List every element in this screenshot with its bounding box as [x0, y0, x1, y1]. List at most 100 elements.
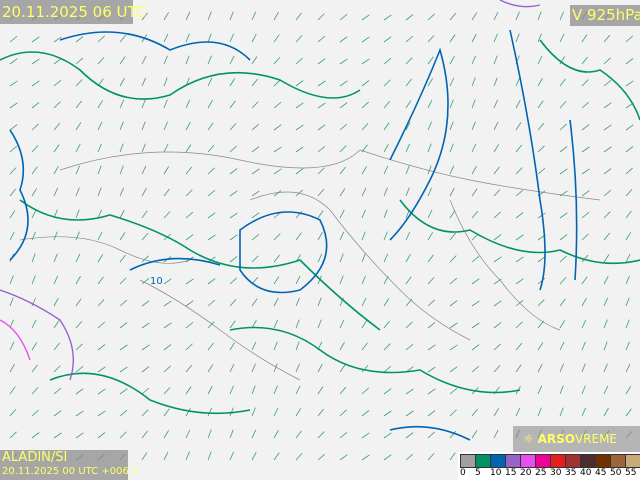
- wind-barb: [97, 100, 103, 109]
- wind-barb: [449, 77, 455, 87]
- wind-barb: [53, 432, 62, 439]
- wind-barb: [141, 143, 146, 153]
- wind-barb: [119, 232, 126, 241]
- wind-barb: [207, 385, 213, 395]
- wind-barb: [251, 319, 257, 329]
- wind-barb: [141, 278, 150, 285]
- wind-barb: [625, 58, 634, 65]
- wind-barb: [53, 342, 61, 351]
- wind-barb: [53, 410, 62, 417]
- wind-barb: [207, 256, 216, 263]
- wind-barb: [141, 344, 150, 351]
- wind-barb: [405, 410, 414, 417]
- wind-barb: [405, 14, 414, 21]
- wind-barb: [581, 211, 590, 219]
- wind-barb: [361, 432, 370, 439]
- wind-barb: [471, 99, 476, 109]
- wind-barb: [625, 386, 632, 395]
- wind-barb: [295, 341, 300, 351]
- wind-barb: [515, 99, 521, 109]
- wind-barb: [119, 143, 124, 153]
- wind-barb: [53, 297, 59, 307]
- wind-barb: [295, 385, 301, 395]
- wind-barb: [405, 100, 412, 109]
- wind-barb: [9, 36, 18, 43]
- wind-barb: [119, 254, 127, 263]
- legend-swatch: [506, 455, 521, 467]
- wind-barb: [185, 33, 190, 43]
- wind-barb: [493, 343, 501, 351]
- wind-barb: [427, 388, 436, 395]
- wind-barb: [383, 100, 391, 109]
- wind-barb: [559, 407, 564, 417]
- wind-barb: [317, 231, 323, 241]
- wind-barb: [9, 102, 18, 109]
- wind-barb: [405, 187, 410, 197]
- wind-barb: [581, 101, 590, 109]
- wind-barb: [141, 452, 148, 461]
- wind-barb: [449, 55, 455, 65]
- wind-barb: [251, 233, 260, 241]
- wind-barb: [163, 121, 168, 131]
- wind-barb: [427, 322, 436, 329]
- wind-barb: [625, 80, 634, 87]
- wind-barb: [295, 297, 300, 307]
- wind-barb: [383, 165, 389, 175]
- wind-barb: [317, 453, 326, 461]
- wind-barb: [163, 12, 169, 21]
- wind-barb: [317, 408, 324, 417]
- wind-barb: [383, 57, 392, 65]
- wind-barb: [383, 209, 388, 219]
- wind-barb: [515, 212, 524, 219]
- wind-barb: [207, 429, 212, 439]
- wind-barb: [273, 56, 281, 65]
- wind-barb: [515, 234, 524, 241]
- wind-barb: [625, 167, 633, 175]
- wind-barb: [493, 322, 502, 329]
- wind-barb: [207, 77, 213, 87]
- wind-barb: [163, 188, 170, 197]
- wind-barb: [361, 144, 368, 153]
- wind-barb: [515, 189, 524, 197]
- wind-barb: [339, 166, 346, 175]
- wind-barb: [251, 407, 256, 417]
- wind-barb: [295, 35, 303, 43]
- wind-barb: [207, 234, 216, 241]
- wind-barb: [493, 211, 501, 219]
- wind-barb: [471, 121, 476, 131]
- wind-barb: [449, 300, 458, 307]
- wind-barb: [515, 144, 522, 153]
- wind-barb: [493, 408, 500, 417]
- wind-barb: [229, 78, 236, 87]
- wind-barb: [427, 431, 435, 439]
- wind-barb: [581, 168, 590, 175]
- wind-barb: [361, 410, 370, 417]
- wind-barb: [559, 385, 564, 395]
- wind-barb: [75, 143, 81, 153]
- wind-barb: [207, 364, 214, 373]
- legend-tick: 15: [505, 468, 517, 478]
- wind-barb: [9, 297, 14, 307]
- wind-barb: [449, 165, 455, 175]
- wind-barb: [97, 35, 105, 43]
- wind-barb: [559, 146, 568, 153]
- wind-barb: [515, 364, 522, 373]
- wind-barb: [163, 166, 170, 175]
- wind-barb: [317, 167, 325, 175]
- wind-barb: [625, 146, 634, 153]
- wind-barb: [141, 366, 150, 373]
- wind-barb: [405, 432, 414, 439]
- wind-barb: [75, 276, 81, 285]
- wind-barb: [493, 189, 501, 197]
- wind-barb: [383, 454, 392, 461]
- wind-barb: [31, 209, 37, 219]
- wind-barb: [31, 275, 36, 285]
- logo-brand: ARSO: [537, 432, 575, 446]
- wind-barb: [119, 409, 128, 417]
- legend-tick: 20: [520, 468, 532, 478]
- wind-barb: [361, 80, 370, 87]
- wind-barb: [9, 188, 16, 197]
- wind-barb: [515, 77, 521, 87]
- wind-barb: [229, 168, 238, 175]
- wind-barb: [97, 321, 105, 329]
